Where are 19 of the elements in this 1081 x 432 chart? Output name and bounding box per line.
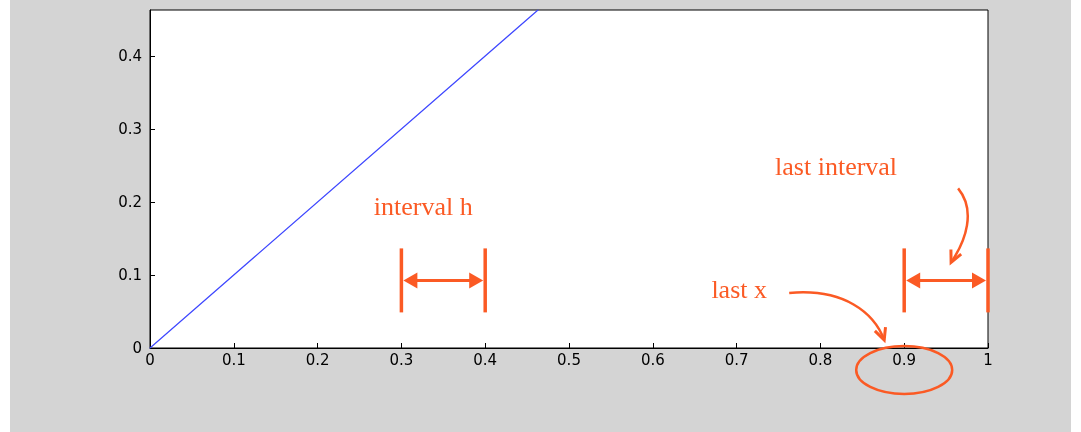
x-tick-label: 0 <box>145 350 155 369</box>
x-tick-label: 0.5 <box>557 350 581 369</box>
x-tick-label: 0.8 <box>808 350 833 369</box>
y-tick-label: 0.3 <box>118 119 142 138</box>
x-tick-label: 0.4 <box>473 350 498 369</box>
x-tick-label: 0.7 <box>724 350 749 369</box>
y-tick-label: 0.1 <box>118 266 142 284</box>
x-tick-label: 0.3 <box>389 350 414 369</box>
x-tick-label: 0.6 <box>640 350 665 369</box>
annotation: interval h <box>373 192 473 222</box>
x-tick-label: 0.2 <box>305 350 330 369</box>
y-tick-label: 0 <box>132 339 142 357</box>
y-tick-label: 0.2 <box>118 193 142 211</box>
x-tick-label: 0.9 <box>892 350 917 369</box>
x-tick-label: 1 <box>983 350 993 369</box>
annotation: last interval <box>775 152 898 182</box>
y-tick-label: 0.4 <box>118 46 142 65</box>
annotation: last x <box>711 275 767 304</box>
x-tick-label: 0.1 <box>221 350 246 369</box>
